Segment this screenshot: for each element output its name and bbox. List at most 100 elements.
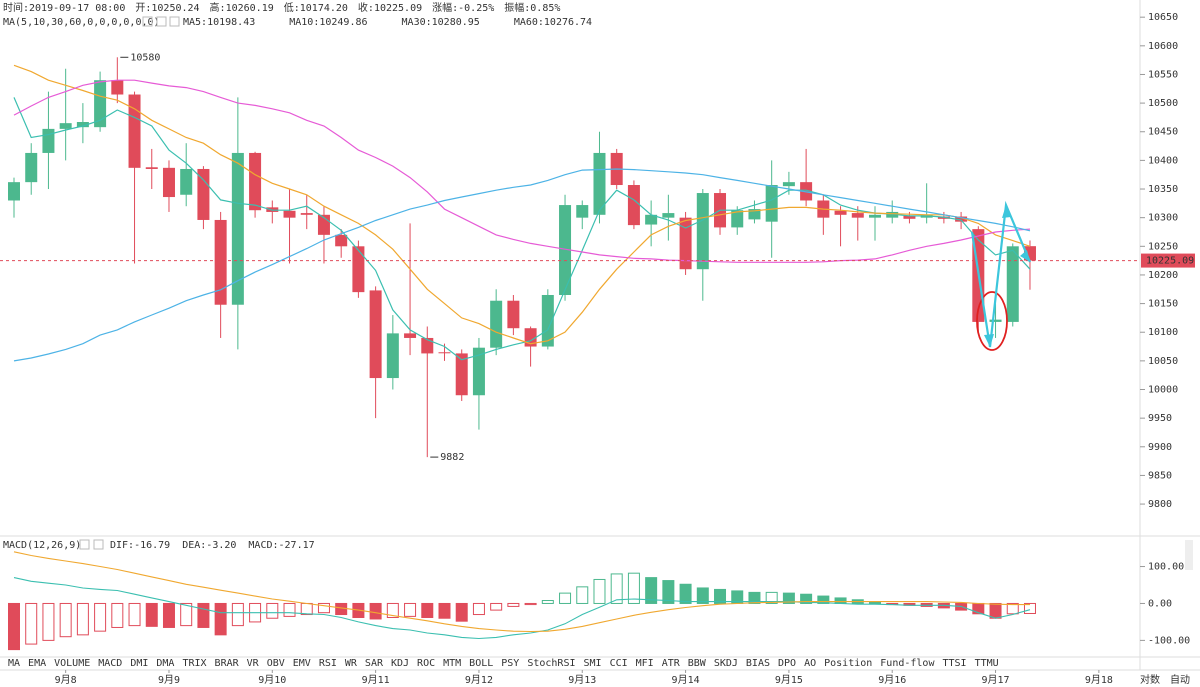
y-tick-label: 0.00 — [1148, 598, 1172, 609]
candle-body — [197, 168, 210, 220]
y-tick-label: 9800 — [1148, 499, 1172, 510]
candle-body — [696, 193, 709, 270]
macd-bar — [782, 592, 795, 604]
candle-body — [662, 213, 675, 218]
x-tick-label: 9月16 — [878, 674, 906, 686]
indicator-tab[interactable]: SMI — [584, 658, 602, 669]
macd-line — [13, 577, 1031, 640]
macd-bar — [593, 578, 606, 604]
indicator-tab[interactable]: DMI — [130, 658, 148, 669]
candle-body — [111, 80, 124, 95]
indicator-tab[interactable]: TTMU — [975, 658, 999, 669]
y-tick-label: 9900 — [1148, 442, 1172, 453]
macd-title: MACD(12,26,9) — [3, 540, 81, 551]
indicator-tab[interactable]: VOLUME — [54, 658, 90, 669]
indicator-tab[interactable]: BBW — [688, 658, 707, 669]
circle-annotation — [976, 291, 1008, 351]
panel-icon[interactable] — [169, 16, 180, 27]
macd-bar — [455, 602, 468, 622]
candle-body — [283, 210, 296, 218]
y-tick-label: 10250 — [1148, 241, 1178, 252]
indicator-tab[interactable]: SKDJ — [714, 658, 738, 669]
candle-body — [593, 152, 606, 215]
scale-button[interactable]: 自动 — [1170, 673, 1190, 686]
macd-bar — [472, 602, 485, 616]
indicator-tab[interactable]: EMV — [293, 658, 311, 669]
indicator-tab[interactable]: TRIX — [182, 658, 206, 669]
info-item: 振幅:0.85% — [504, 1, 560, 14]
macd-bar — [8, 602, 20, 651]
indicator-tab[interactable]: MTM — [443, 658, 461, 669]
indicator-tab[interactable]: Position — [824, 658, 872, 669]
candle-body — [180, 168, 193, 195]
panel-icon[interactable] — [156, 16, 167, 27]
ma-line — [13, 64, 1031, 345]
candle-body — [59, 123, 72, 129]
macd-bar — [283, 602, 296, 617]
candle-body — [8, 182, 20, 201]
y-tick-label: 10450 — [1148, 127, 1178, 138]
y-tick-label: 100.00 — [1148, 562, 1184, 573]
indicator-tab[interactable]: PSY — [501, 658, 519, 669]
candle-body — [386, 333, 399, 379]
indicator-tab[interactable]: ATR — [662, 658, 681, 669]
candle-body — [541, 294, 554, 347]
indicator-tab[interactable]: WR — [345, 658, 358, 669]
indicator-tab[interactable]: DPO — [778, 658, 796, 669]
info-item: 开:10250.24 — [135, 3, 199, 14]
indicator-tab[interactable]: BIAS — [746, 658, 770, 669]
info-item: 涨幅:-0.25% — [432, 1, 494, 14]
indicator-tab[interactable]: ROC — [417, 658, 435, 669]
indicator-tab[interactable]: VR — [247, 658, 260, 669]
macd-bar — [748, 591, 761, 604]
panel-icon[interactable] — [142, 16, 153, 27]
ma-line — [13, 97, 1031, 361]
candle-body — [765, 185, 778, 222]
candle-body — [25, 152, 38, 183]
indicator-tab[interactable]: RSI — [319, 658, 337, 669]
indicator-tab[interactable]: MA — [8, 658, 20, 669]
indicator-tab[interactable]: EMA — [28, 658, 46, 669]
candle-body — [352, 246, 365, 293]
indicator-tab[interactable]: DMA — [156, 658, 174, 669]
candle-body — [1006, 246, 1019, 322]
y-tick-label: 10000 — [1148, 385, 1178, 396]
candle-body — [214, 219, 227, 305]
candle-body — [903, 215, 916, 219]
indicator-tab[interactable]: OBV — [267, 658, 285, 669]
macd-bar — [59, 602, 72, 638]
indicator-tab[interactable]: BOLL — [469, 658, 493, 669]
panel-icon[interactable] — [93, 539, 104, 550]
candle-body — [162, 167, 175, 198]
macd-bar — [421, 602, 434, 618]
macd-line — [13, 551, 1030, 633]
candle-body — [989, 319, 1002, 322]
candle-body — [145, 167, 158, 169]
candle-body — [507, 300, 520, 329]
scale-button[interactable]: 对数 — [1140, 673, 1160, 686]
macd-bar — [438, 602, 451, 619]
indicator-tab[interactable]: KDJ — [391, 658, 409, 669]
macd-bar — [541, 600, 554, 604]
candle-body — [128, 94, 141, 168]
candle-body — [421, 337, 434, 354]
labels: 9800 9850 9900 9950 10000 10050 10100 10150 1020… — [3, 1, 1195, 686]
indicator-tab[interactable]: TTSI — [942, 658, 966, 669]
scrollbar[interactable] — [1185, 540, 1193, 570]
y-tick-label: 10500 — [1148, 98, 1178, 109]
indicator-tab[interactable]: CCI — [610, 658, 628, 669]
candle-body — [249, 152, 262, 211]
x-tick-label: 9月18 — [1085, 674, 1113, 686]
indicator-tab[interactable]: StochRSI — [527, 658, 575, 669]
indicator-tab[interactable]: MACD — [98, 658, 122, 669]
indicator-tab[interactable]: MFI — [636, 658, 654, 669]
indicator-tab[interactable]: SAR — [365, 658, 384, 669]
x-tick-label: 9月14 — [672, 674, 700, 686]
macd-bar — [524, 602, 537, 606]
indicator-tab[interactable]: AO — [804, 658, 816, 669]
indicator-tab[interactable]: Fund-flow — [880, 658, 935, 669]
panel-icon[interactable] — [79, 539, 90, 550]
info-item: 收:10225.09 — [358, 1, 422, 14]
indicator-tab[interactable]: BRAR — [215, 658, 240, 669]
